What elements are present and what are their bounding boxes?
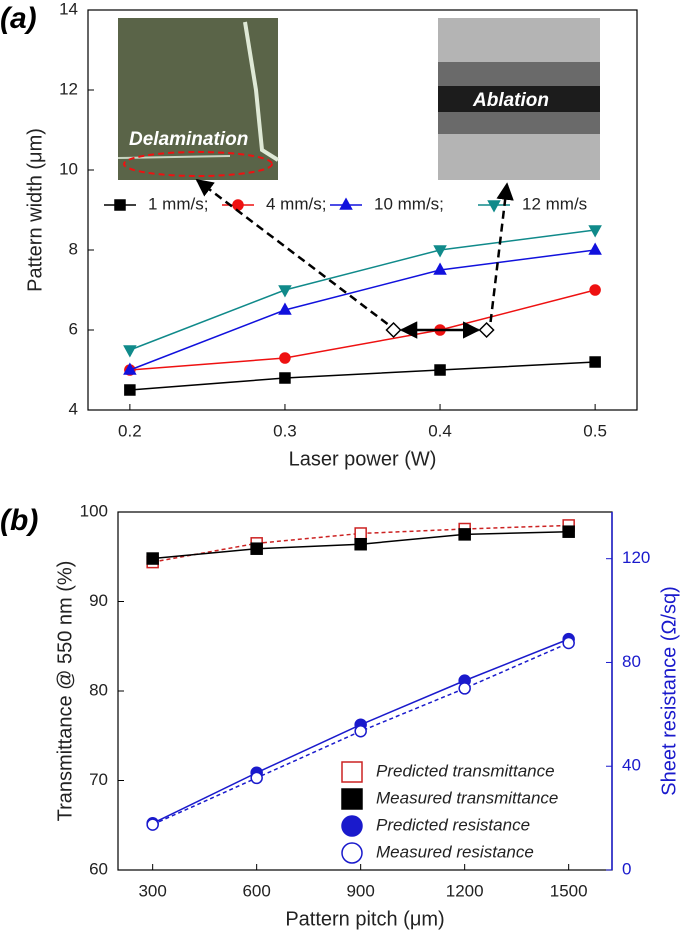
marker (433, 245, 447, 258)
marker (146, 818, 159, 831)
inset-ablation (438, 18, 600, 180)
marker (458, 528, 471, 541)
y-tick-label: 100 (80, 501, 108, 520)
panel-label: (a) (0, 2, 37, 35)
annotation: Ablation (472, 90, 549, 111)
x-tick-label: 1500 (550, 881, 588, 900)
series-line (129, 289, 596, 371)
marker (279, 372, 291, 384)
series-line (129, 249, 596, 371)
x-tick-label: 300 (138, 881, 166, 900)
legend-label: 1 mm/s; (148, 194, 208, 213)
x-tick-label: 900 (346, 881, 374, 900)
series-line (152, 642, 569, 826)
series-line (129, 229, 596, 351)
marker (123, 362, 137, 375)
y2-tick-label: 40 (622, 756, 641, 775)
y-tick-label: 90 (89, 591, 108, 610)
legend-marker (341, 815, 363, 837)
marker (589, 284, 601, 296)
inset-delamination (117, 18, 280, 180)
y-tick-label: 14 (59, 0, 78, 18)
legend-marker (341, 761, 363, 783)
marker (588, 242, 602, 255)
legend-marker (487, 200, 501, 213)
annotation-marker (385, 321, 402, 339)
marker (354, 527, 367, 540)
arrow (195, 178, 389, 325)
panel-label: (b) (0, 504, 38, 537)
marker (433, 262, 447, 275)
legend-marker (339, 197, 353, 210)
marker (354, 724, 367, 738)
marker (434, 364, 446, 376)
legend-label: Measured transmittance (376, 788, 558, 807)
legend-marker (232, 199, 244, 211)
x-axis-label: Pattern pitch (μm) (285, 908, 444, 930)
legend-label: 12 mm/s (522, 194, 587, 213)
marker (124, 384, 136, 396)
marker (279, 352, 291, 364)
x-axis-label: Laser power (W) (289, 448, 437, 470)
legend-label: 4 mm/s; (266, 194, 326, 213)
annotation-marker (478, 321, 495, 339)
plot-frame (87, 9, 638, 411)
marker (146, 552, 159, 565)
marker (588, 225, 602, 238)
y-axis-label: Transmittance @ 550 nm (%) (54, 561, 76, 822)
marker (589, 356, 601, 368)
y2-tick-label: 120 (622, 548, 650, 567)
y-axis-label: Pattern width (μm) (24, 128, 46, 292)
y-tick-label: 10 (59, 159, 78, 178)
x-tick-label: 0.4 (428, 421, 452, 440)
marker (278, 285, 292, 298)
y-tick-label: 4 (69, 399, 78, 418)
legend-marker (341, 842, 363, 864)
marker (458, 682, 471, 695)
x-tick-label: 0.5 (583, 421, 607, 440)
y2-tick-label: 0 (622, 859, 631, 878)
legend-marker (341, 788, 363, 810)
y-tick-label: 12 (59, 79, 78, 98)
x-tick-label: 0.2 (118, 421, 142, 440)
y-tick-label: 60 (89, 859, 108, 878)
plot-frame (117, 511, 613, 871)
legend-label: Predicted transmittance (376, 761, 555, 780)
marker (562, 525, 575, 538)
marker (250, 542, 263, 555)
y-tick-label: 6 (69, 319, 78, 338)
marker (354, 537, 367, 551)
legend-label: Predicted resistance (376, 815, 530, 834)
legend-marker (114, 199, 126, 211)
y-tick-label: 8 (69, 239, 78, 258)
arrow (489, 182, 514, 323)
y-tick-label: 80 (89, 680, 108, 699)
legend-label: 10 mm/s; (374, 194, 444, 213)
y2-tick-label: 80 (622, 652, 641, 671)
marker (123, 345, 137, 358)
annotation: Delamination (129, 129, 248, 150)
legend-label: Measured resistance (376, 842, 534, 861)
x-tick-label: 1200 (446, 881, 484, 900)
y-tick-label: 70 (89, 770, 108, 789)
marker (250, 771, 263, 785)
series-line (129, 361, 596, 391)
x-tick-label: 0.3 (273, 421, 297, 440)
marker (562, 636, 575, 650)
marker (278, 302, 292, 315)
x-tick-label: 600 (242, 881, 270, 900)
y2-axis-label: Sheet resistance (Ω/sq) (658, 586, 680, 795)
